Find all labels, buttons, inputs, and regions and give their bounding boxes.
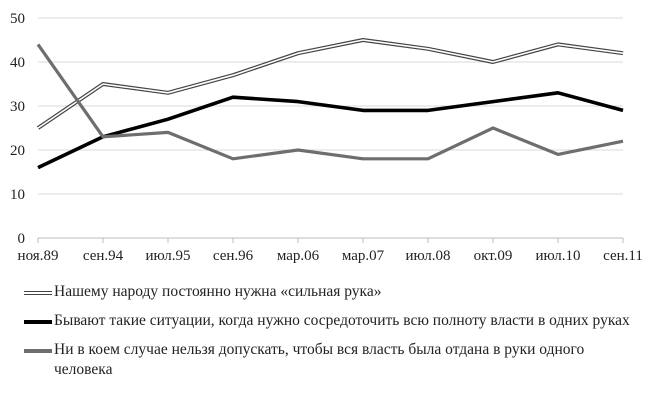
x-tick-label: мар.07 [342, 248, 385, 264]
x-tick-label: ноя.89 [18, 248, 59, 264]
gridlines [38, 17, 623, 239]
legend-label: Нашему народу постоянно нужна «сильная р… [54, 283, 382, 300]
y-tick-label: 40 [10, 55, 25, 71]
y-tick-label: 20 [10, 143, 25, 159]
legend-item-strong-hand: Нашему народу постоянно нужна «сильная р… [20, 282, 645, 302]
legend-item-concentrate-power: Бывают такие ситуации, когда нужно сосре… [20, 311, 645, 331]
x-tick-label: сен.96 [213, 248, 254, 264]
x-tick-label: июл.95 [145, 248, 190, 264]
x-tick-label: окт.09 [474, 248, 513, 264]
y-tick-label: 50 [10, 11, 25, 27]
legend-item-never-one-person: Ни в коем случае нельзя допускать, чтобы… [20, 340, 645, 380]
x-tick-label: сен.11 [603, 248, 643, 264]
y-tick-label: 0 [18, 231, 26, 247]
line-chart: 0 10 20 30 40 50 ноя.89 сен.94 июл.95 сен.96 мар.… [10, 11, 643, 264]
x-tick-label: июл.08 [405, 248, 450, 264]
x-tick-label: июл.10 [535, 248, 580, 264]
x-tick-label: сен.94 [83, 248, 124, 264]
x-axis: ноя.89 сен.94 июл.95 сен.96 мар.06 мар.07 июл.… [18, 238, 643, 264]
y-axis-ticks: 0 10 20 30 40 50 [10, 11, 25, 247]
black-line-swatch-icon [24, 320, 52, 324]
y-tick-label: 30 [10, 99, 25, 115]
chart-legend: Нашему народу постоянно нужна «сильная р… [20, 282, 645, 389]
x-tick-label: мар.06 [277, 248, 320, 264]
y-tick-label: 10 [10, 187, 25, 203]
legend-label: Ни в коем случае нельзя допускать, чтобы… [54, 341, 585, 378]
series-line-3 [36, 43, 624, 161]
double-line-swatch-icon [24, 291, 52, 295]
legend-label: Бывают такие ситуации, когда нужно сосре… [54, 312, 630, 329]
data-series [36, 38, 624, 170]
gray-line-swatch-icon [24, 349, 52, 353]
series-line-1 [36, 38, 624, 130]
series-line-2 [37, 91, 624, 170]
